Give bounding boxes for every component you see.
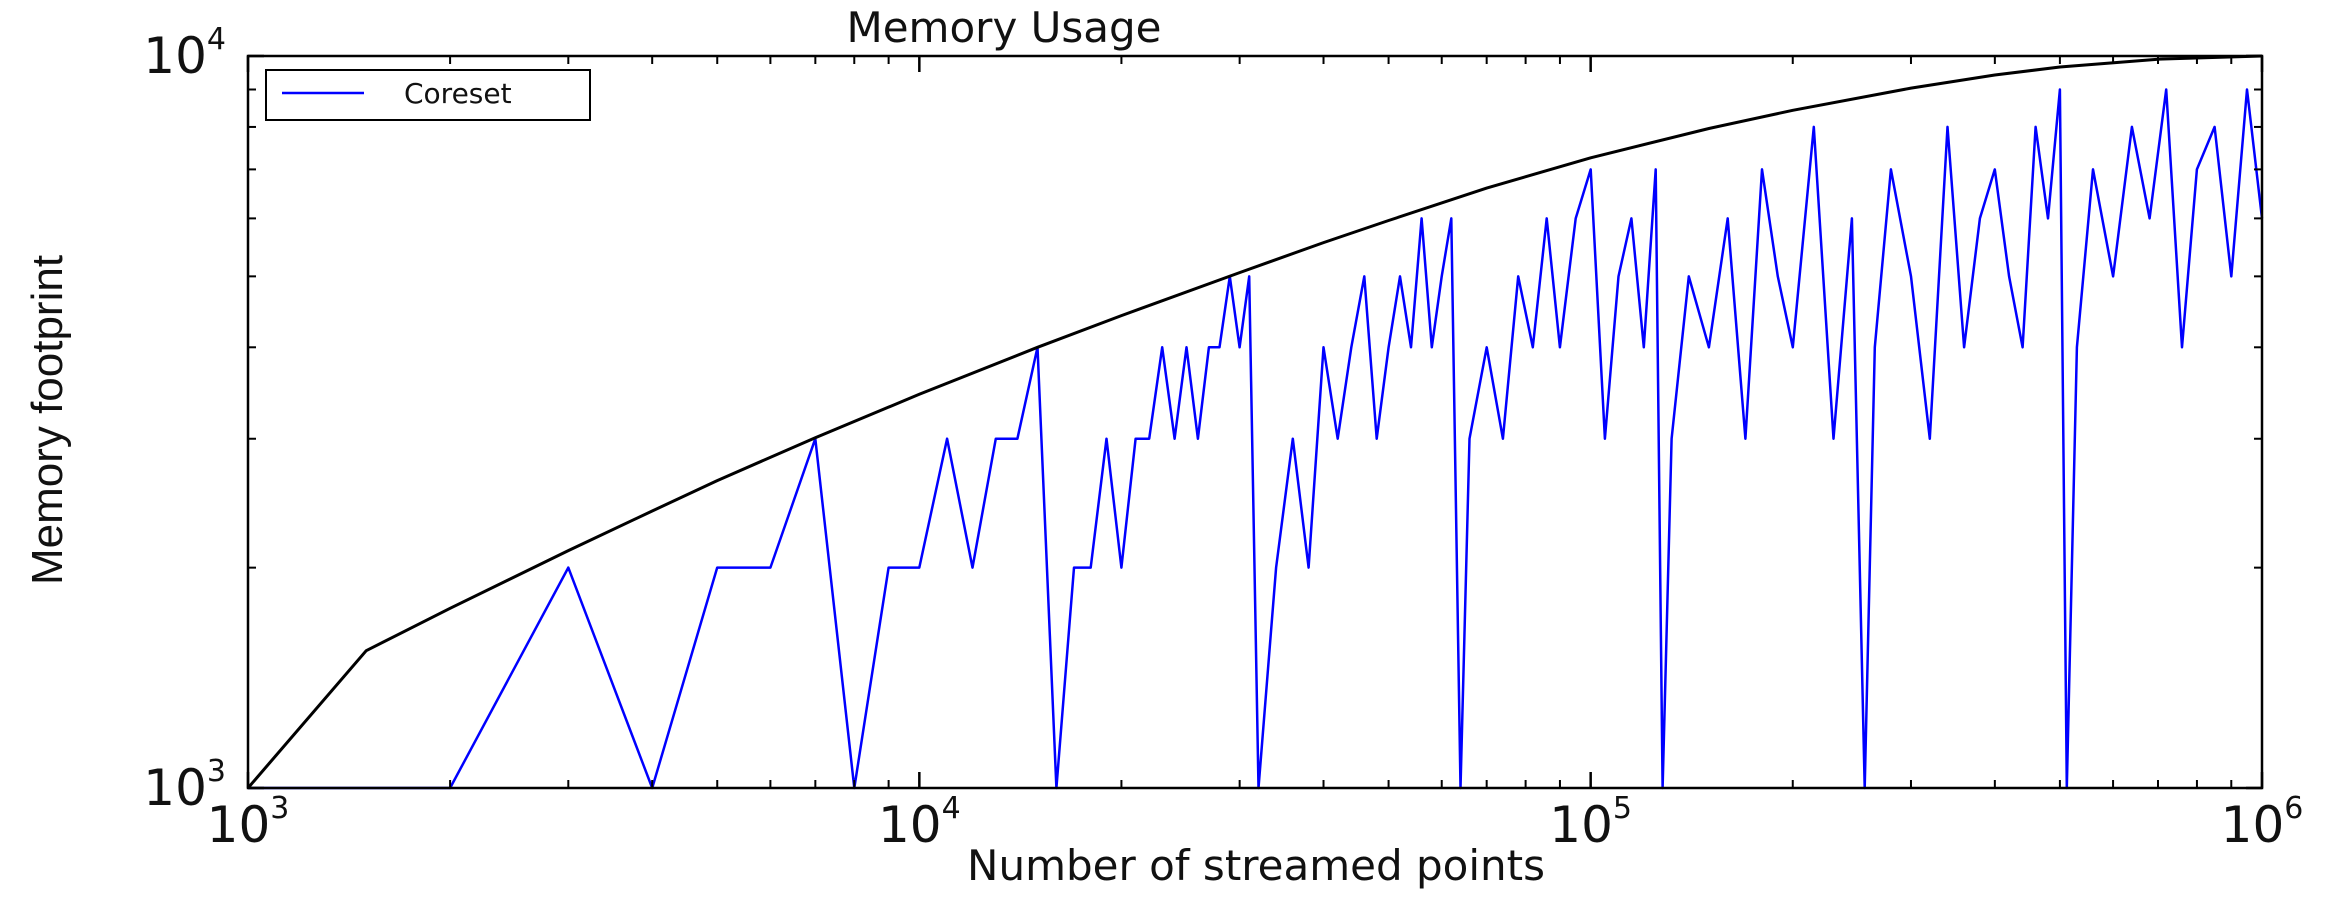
chart-title: Memory Usage	[846, 3, 1161, 52]
y-axis-label: Memory footprint	[23, 255, 72, 585]
legend-box	[265, 69, 591, 121]
x-tick-base: 10	[207, 796, 271, 854]
x-tick-label: 105	[1549, 791, 1632, 854]
y-tick-base: 10	[143, 759, 207, 817]
y-tick-base: 10	[143, 27, 207, 85]
x-tick-base: 10	[2221, 796, 2285, 854]
y-tick-exponent: 3	[207, 754, 226, 789]
x-tick-exponent: 4	[942, 791, 961, 826]
legend-label-coreset: Coreset	[404, 77, 512, 110]
y-tick-exponent: 4	[207, 22, 226, 57]
series-line-bound	[246, 54, 2263, 789]
plot-frame	[246, 54, 2264, 790]
x-tick-exponent: 3	[270, 791, 289, 826]
series-line-coreset	[248, 88, 2264, 790]
x-tick-label: 104	[878, 791, 961, 854]
y-tick-label: 104	[143, 22, 226, 85]
x-tick-label: 106	[2221, 791, 2304, 854]
x-tick-exponent: 5	[1613, 791, 1632, 826]
x-tick-base: 10	[878, 796, 942, 854]
x-tick-label: 103	[207, 791, 290, 854]
y-tick-label: 103	[143, 754, 226, 817]
x-axis-label: Number of streamed points	[967, 841, 1545, 890]
legend: Coreset	[265, 69, 591, 121]
x-tick-base: 10	[1549, 796, 1613, 854]
x-tick-exponent: 6	[2284, 791, 2303, 826]
